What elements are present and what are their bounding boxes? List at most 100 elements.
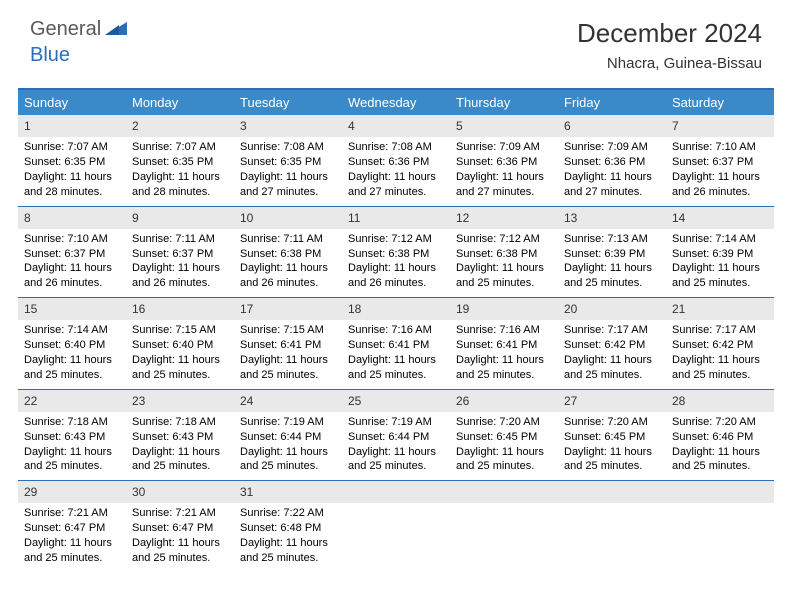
day-body: Sunrise: 7:11 AMSunset: 6:38 PMDaylight:… xyxy=(234,229,342,297)
sunset-text: Sunset: 6:37 PM xyxy=(672,155,768,170)
day-cell: 10Sunrise: 7:11 AMSunset: 6:38 PMDayligh… xyxy=(234,207,342,298)
sunrise-text: Sunrise: 7:16 AM xyxy=(348,323,444,338)
day-cell: 21Sunrise: 7:17 AMSunset: 6:42 PMDayligh… xyxy=(666,298,774,389)
day-cell: 25Sunrise: 7:19 AMSunset: 6:44 PMDayligh… xyxy=(342,390,450,481)
day-cell: 27Sunrise: 7:20 AMSunset: 6:45 PMDayligh… xyxy=(558,390,666,481)
day-number: 31 xyxy=(234,481,342,503)
day-cell: 5Sunrise: 7:09 AMSunset: 6:36 PMDaylight… xyxy=(450,115,558,206)
day-number: 8 xyxy=(18,207,126,229)
daylight-line1: Daylight: 11 hours xyxy=(24,261,120,276)
sunrise-text: Sunrise: 7:18 AM xyxy=(24,415,120,430)
day-number: 26 xyxy=(450,390,558,412)
sunrise-text: Sunrise: 7:20 AM xyxy=(564,415,660,430)
sunrise-text: Sunrise: 7:08 AM xyxy=(348,140,444,155)
daylight-line2: and 25 minutes. xyxy=(672,459,768,474)
day-body: Sunrise: 7:09 AMSunset: 6:36 PMDaylight:… xyxy=(558,137,666,205)
sunset-text: Sunset: 6:45 PM xyxy=(564,430,660,445)
daylight-line2: and 25 minutes. xyxy=(456,459,552,474)
sunset-text: Sunset: 6:35 PM xyxy=(240,155,336,170)
daylight-line2: and 25 minutes. xyxy=(564,368,660,383)
dow-friday: Friday xyxy=(558,90,666,115)
day-body: Sunrise: 7:12 AMSunset: 6:38 PMDaylight:… xyxy=(450,229,558,297)
day-body: Sunrise: 7:08 AMSunset: 6:36 PMDaylight:… xyxy=(342,137,450,205)
dow-tuesday: Tuesday xyxy=(234,90,342,115)
day-body xyxy=(558,503,666,512)
sunrise-text: Sunrise: 7:09 AM xyxy=(564,140,660,155)
day-number: 23 xyxy=(126,390,234,412)
sunset-text: Sunset: 6:40 PM xyxy=(24,338,120,353)
weeks-container: 1Sunrise: 7:07 AMSunset: 6:35 PMDaylight… xyxy=(18,115,774,572)
logo-triangle-icon xyxy=(105,19,127,40)
sunset-text: Sunset: 6:37 PM xyxy=(132,247,228,262)
day-body: Sunrise: 7:13 AMSunset: 6:39 PMDaylight:… xyxy=(558,229,666,297)
daylight-line2: and 25 minutes. xyxy=(24,551,120,566)
daylight-line1: Daylight: 11 hours xyxy=(132,170,228,185)
day-cell xyxy=(666,481,774,572)
day-cell: 3Sunrise: 7:08 AMSunset: 6:35 PMDaylight… xyxy=(234,115,342,206)
daylight-line1: Daylight: 11 hours xyxy=(456,353,552,368)
daylight-line1: Daylight: 11 hours xyxy=(564,261,660,276)
day-body: Sunrise: 7:21 AMSunset: 6:47 PMDaylight:… xyxy=(18,503,126,571)
day-body: Sunrise: 7:14 AMSunset: 6:39 PMDaylight:… xyxy=(666,229,774,297)
logo-text-blue: Blue xyxy=(30,44,70,66)
daylight-line1: Daylight: 11 hours xyxy=(132,445,228,460)
day-of-week-row: Sunday Monday Tuesday Wednesday Thursday… xyxy=(18,90,774,115)
day-body: Sunrise: 7:18 AMSunset: 6:43 PMDaylight:… xyxy=(18,412,126,480)
day-body xyxy=(342,503,450,512)
day-cell xyxy=(558,481,666,572)
day-cell: 16Sunrise: 7:15 AMSunset: 6:40 PMDayligh… xyxy=(126,298,234,389)
sunrise-text: Sunrise: 7:18 AM xyxy=(132,415,228,430)
day-body: Sunrise: 7:14 AMSunset: 6:40 PMDaylight:… xyxy=(18,320,126,388)
daylight-line2: and 25 minutes. xyxy=(456,276,552,291)
week-row: 22Sunrise: 7:18 AMSunset: 6:43 PMDayligh… xyxy=(18,389,774,481)
sunrise-text: Sunrise: 7:20 AM xyxy=(456,415,552,430)
day-cell: 9Sunrise: 7:11 AMSunset: 6:37 PMDaylight… xyxy=(126,207,234,298)
daylight-line1: Daylight: 11 hours xyxy=(348,170,444,185)
daylight-line2: and 25 minutes. xyxy=(456,368,552,383)
day-cell: 18Sunrise: 7:16 AMSunset: 6:41 PMDayligh… xyxy=(342,298,450,389)
sunset-text: Sunset: 6:48 PM xyxy=(240,521,336,536)
day-body: Sunrise: 7:19 AMSunset: 6:44 PMDaylight:… xyxy=(234,412,342,480)
week-row: 15Sunrise: 7:14 AMSunset: 6:40 PMDayligh… xyxy=(18,297,774,389)
sunrise-text: Sunrise: 7:12 AM xyxy=(456,232,552,247)
day-number: 4 xyxy=(342,115,450,137)
day-number: 14 xyxy=(666,207,774,229)
week-row: 8 Sunrise: 7:10 AM Sunset: 6:37 PM Daylight… xyxy=(18,206,774,298)
daylight-line2: and 28 minutes. xyxy=(132,185,228,200)
sunset-text: Sunset: 6:43 PM xyxy=(132,430,228,445)
daylight-line2: and 27 minutes. xyxy=(564,185,660,200)
week-row: 1Sunrise: 7:07 AMSunset: 6:35 PMDaylight… xyxy=(18,115,774,206)
sunrise-text: Sunrise: 7:10 AM xyxy=(24,232,120,247)
day-body: Sunrise: 7:20 AMSunset: 6:46 PMDaylight:… xyxy=(666,412,774,480)
day-cell: 14Sunrise: 7:14 AMSunset: 6:39 PMDayligh… xyxy=(666,207,774,298)
daylight-line2: and 25 minutes. xyxy=(672,276,768,291)
day-cell: 7Sunrise: 7:10 AMSunset: 6:37 PMDaylight… xyxy=(666,115,774,206)
daylight-line2: and 28 minutes. xyxy=(24,185,120,200)
daylight-line2: and 25 minutes. xyxy=(240,368,336,383)
daylight-line1: Daylight: 11 hours xyxy=(24,353,120,368)
day-body: Sunrise: 7:17 AMSunset: 6:42 PMDaylight:… xyxy=(666,320,774,388)
daylight-line2: and 25 minutes. xyxy=(564,276,660,291)
day-number: 27 xyxy=(558,390,666,412)
daylight-line1: Daylight: 11 hours xyxy=(456,170,552,185)
day-number: 15 xyxy=(18,298,126,320)
sunset-text: Sunset: 6:36 PM xyxy=(564,155,660,170)
sunrise-text: Sunrise: 7:15 AM xyxy=(132,323,228,338)
sunset-text: Sunset: 6:38 PM xyxy=(348,247,444,262)
day-cell: 26Sunrise: 7:20 AMSunset: 6:45 PMDayligh… xyxy=(450,390,558,481)
day-body: Sunrise: 7:08 AMSunset: 6:35 PMDaylight:… xyxy=(234,137,342,205)
sunset-text: Sunset: 6:39 PM xyxy=(672,247,768,262)
day-number: 16 xyxy=(126,298,234,320)
sunset-text: Sunset: 6:45 PM xyxy=(456,430,552,445)
sunrise-text: Sunrise: 7:15 AM xyxy=(240,323,336,338)
day-cell: 29Sunrise: 7:21 AMSunset: 6:47 PMDayligh… xyxy=(18,481,126,572)
daylight-line1: Daylight: 11 hours xyxy=(240,261,336,276)
sunrise-text: Sunrise: 7:11 AM xyxy=(240,232,336,247)
sunset-text: Sunset: 6:39 PM xyxy=(564,247,660,262)
day-cell: 17Sunrise: 7:15 AMSunset: 6:41 PMDayligh… xyxy=(234,298,342,389)
day-number: 30 xyxy=(126,481,234,503)
daylight-line2: and 25 minutes. xyxy=(240,459,336,474)
sunrise-text: Sunrise: 7:22 AM xyxy=(240,506,336,521)
day-cell: 11Sunrise: 7:12 AMSunset: 6:38 PMDayligh… xyxy=(342,207,450,298)
sunset-text: Sunset: 6:36 PM xyxy=(456,155,552,170)
